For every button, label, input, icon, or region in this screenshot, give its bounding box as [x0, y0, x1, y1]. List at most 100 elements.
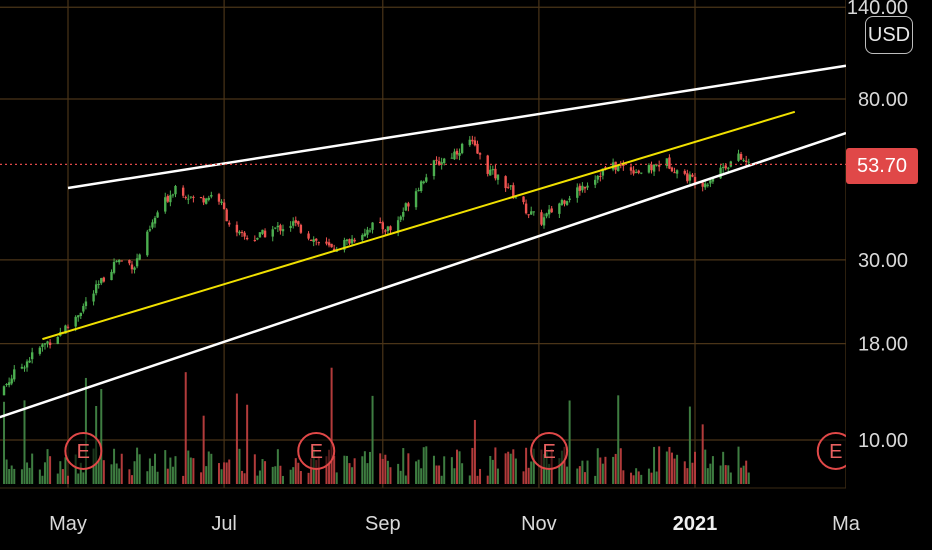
candle-body — [307, 233, 310, 239]
volume-bar — [402, 448, 405, 484]
candle-body — [309, 240, 313, 242]
candle-body — [330, 243, 333, 248]
volume-bar — [166, 468, 169, 484]
candle-body — [468, 139, 471, 146]
volume-bar — [200, 472, 203, 484]
volume-bar — [422, 447, 425, 484]
candle-body — [471, 139, 474, 142]
candle-body — [292, 221, 295, 226]
volume-bar — [146, 471, 149, 484]
candle-body — [711, 177, 715, 182]
volume-bar — [38, 469, 41, 484]
volume-bar — [527, 467, 530, 484]
volume-bar — [586, 460, 589, 484]
candle-body — [94, 284, 98, 294]
volume-bar — [225, 462, 228, 484]
candle-body — [151, 222, 154, 228]
candle-body — [504, 176, 507, 189]
candle-body — [169, 195, 172, 203]
volume-bar — [468, 475, 471, 484]
candle-body — [187, 198, 190, 200]
volume-bar — [84, 377, 87, 484]
volume-bar — [676, 454, 679, 484]
candle-body — [38, 347, 42, 354]
candle-body — [437, 161, 441, 165]
volume-bar — [130, 475, 133, 484]
volume-bar — [683, 461, 686, 484]
candle-body — [41, 344, 44, 347]
currency-button[interactable]: USD — [865, 16, 913, 54]
volume-bar — [407, 453, 410, 484]
volume-bar — [461, 463, 464, 484]
candle-body — [156, 212, 159, 218]
trendlines[interactable] — [0, 64, 847, 420]
volume-bar — [256, 475, 259, 484]
volume-bar — [246, 404, 249, 484]
earnings-marker[interactable]: E — [816, 432, 855, 470]
volume-bar — [404, 475, 407, 484]
candle-body — [637, 170, 640, 173]
candle-body — [494, 168, 497, 179]
candle-body — [220, 201, 223, 203]
volume-bar — [647, 468, 650, 484]
volume-bar — [348, 463, 351, 484]
volume-bar — [279, 465, 282, 484]
volume-bar — [77, 473, 80, 484]
candle-body — [166, 195, 170, 202]
volume-bar — [13, 468, 16, 484]
volume-bar — [138, 454, 141, 484]
volume-bar — [729, 472, 732, 484]
volume-bar — [235, 393, 238, 484]
volume-bar — [74, 454, 77, 484]
volume-bar — [115, 463, 118, 484]
candle-body — [115, 260, 118, 262]
volume-bar — [578, 466, 581, 484]
volume-bar — [740, 467, 743, 484]
volume-bar — [23, 400, 26, 484]
volume-bar — [310, 458, 313, 484]
volume-bar — [532, 448, 535, 484]
volume-bar — [658, 446, 661, 484]
volume-bar — [317, 456, 320, 484]
volume-bar — [371, 395, 374, 484]
candle-body — [325, 241, 328, 244]
volume-bar — [614, 453, 617, 484]
volume-bar — [397, 463, 400, 484]
candle-body — [629, 167, 633, 171]
volume-bar — [241, 470, 244, 484]
earnings-marker[interactable]: E — [297, 432, 336, 470]
volume-bar — [491, 459, 494, 484]
volume-bar — [415, 461, 418, 484]
candle-body — [92, 293, 95, 302]
volume-bar — [164, 450, 167, 484]
volume-bar — [335, 472, 338, 484]
trendline-lower-channel[interactable] — [0, 131, 847, 420]
candle-body — [235, 224, 239, 233]
candle-body — [243, 232, 246, 237]
earnings-marker[interactable]: E — [64, 432, 103, 470]
volume-bar — [361, 456, 364, 484]
volume-bar — [281, 475, 284, 484]
price-axis[interactable]: 140.00 80.00 30.00 18.00 10.00 — [847, 0, 908, 452]
volume-bar — [345, 455, 348, 484]
candle-body — [353, 239, 356, 242]
candle-body — [693, 176, 697, 185]
volume-bar — [425, 446, 428, 484]
volume-bar — [522, 471, 525, 484]
trendline-upper-channel[interactable] — [67, 64, 847, 190]
candle-body — [399, 216, 402, 220]
candle-body — [478, 153, 482, 155]
time-tick-label: May — [49, 513, 87, 535]
volume-bar — [617, 395, 620, 484]
candle-body — [84, 301, 88, 307]
candle-body — [668, 157, 671, 169]
trendline-yellow-trend[interactable] — [42, 110, 796, 341]
candle-body — [381, 222, 384, 230]
time-axis[interactable]: May Jul Sep Nov 2021 Ma — [49, 513, 861, 535]
candle-body — [133, 267, 136, 270]
candle-body — [110, 271, 113, 281]
volume-bar — [97, 460, 100, 484]
candle-body — [343, 240, 346, 250]
earnings-marker[interactable]: E — [530, 432, 569, 470]
